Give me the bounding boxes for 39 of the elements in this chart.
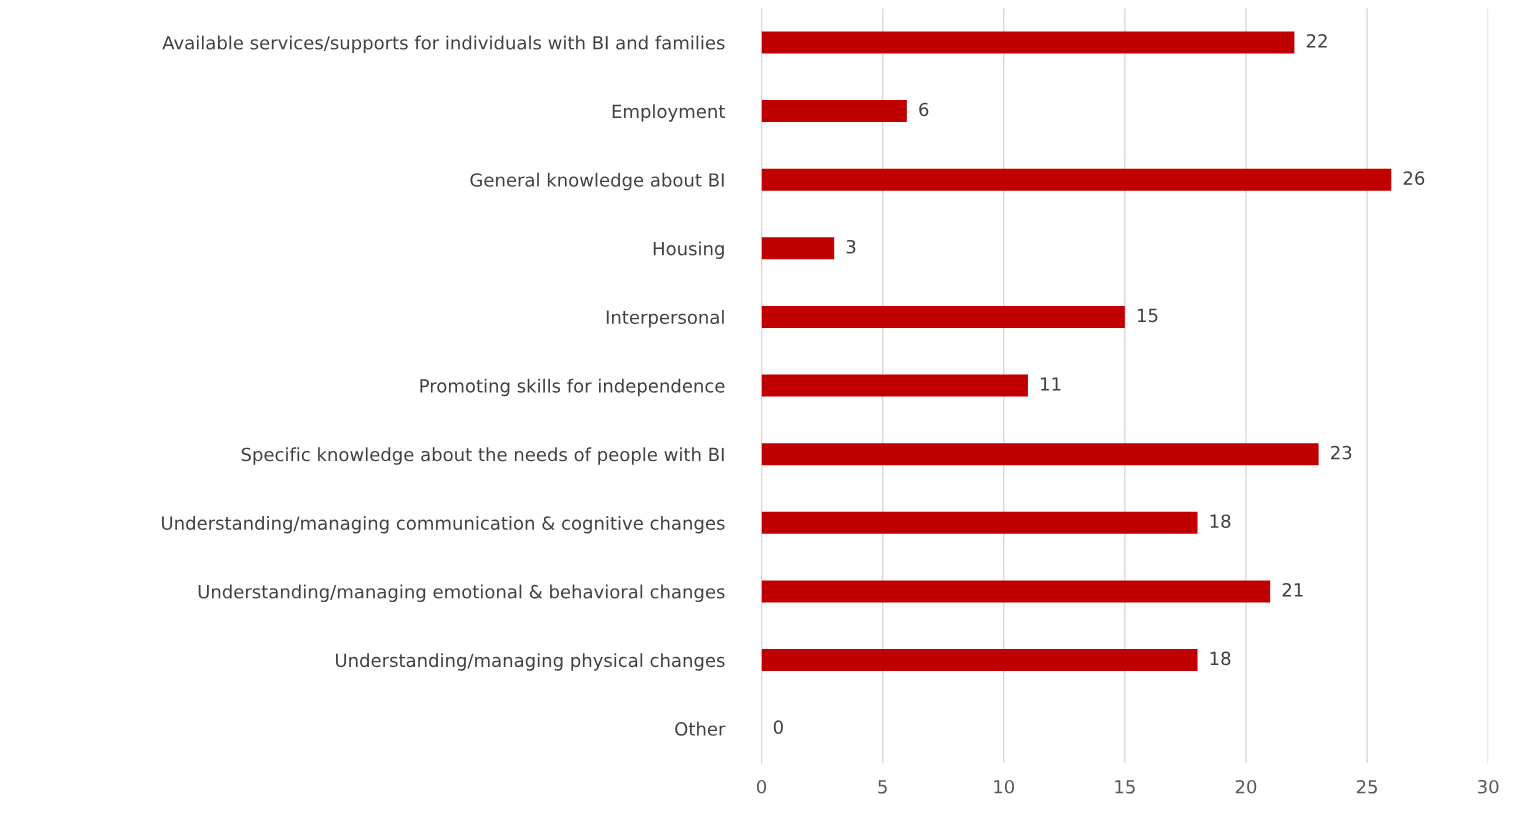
data-label: 15 <box>1137 308 1158 323</box>
y-tick-label: Housing <box>653 241 724 259</box>
bar <box>761 305 1125 328</box>
bar <box>761 374 1028 397</box>
y-tick-label: Employment <box>612 104 725 122</box>
data-label: 26 <box>1403 171 1425 185</box>
y-tick-label: Other <box>675 721 726 736</box>
data-label: 0 <box>773 720 783 734</box>
y-tick-label: Promoting skills for independence <box>420 378 725 397</box>
x-tick-label: 20 <box>1235 779 1257 794</box>
x-tick-label: 25 <box>1356 779 1377 794</box>
y-tick-label: General knowledge about BI <box>470 172 724 191</box>
bar <box>761 31 1295 54</box>
data-label: 21 <box>1282 583 1303 597</box>
data-label: 11 <box>1041 377 1061 391</box>
bar <box>761 580 1271 603</box>
bar <box>761 237 835 260</box>
x-tick-label: 15 <box>1115 780 1135 794</box>
data-label: 18 <box>1210 514 1231 529</box>
bar <box>761 168 1392 191</box>
y-tick-label: Available services/supports for individuals with BI and families <box>162 35 725 54</box>
x-tick-label: 10 <box>994 779 1015 794</box>
data-label: 6 <box>919 102 929 117</box>
y-tick-label: Understanding/managing physical changes <box>335 653 725 671</box>
data-label: 18 <box>1210 651 1231 666</box>
bar <box>761 443 1319 466</box>
y-tick-label: Interpersonal <box>606 310 724 328</box>
bar <box>761 649 1198 672</box>
x-tick-label: 30 <box>1478 779 1499 794</box>
x-tick-label: 5 <box>878 780 887 794</box>
data-label: 3 <box>846 239 856 254</box>
x-tick-label: 0 <box>756 779 767 794</box>
bar <box>761 511 1198 534</box>
bar <box>761 100 907 123</box>
data-label: 23 <box>1331 445 1352 460</box>
y-tick-label: Understanding/managing communication & cognitive changes <box>162 515 725 534</box>
y-tick-label: Specific knowledge about the needs of people with BI <box>241 447 724 465</box>
data-label: 22 <box>1306 34 1327 48</box>
y-tick-label: Understanding/managing emotional & behavioral changes <box>198 584 725 603</box>
